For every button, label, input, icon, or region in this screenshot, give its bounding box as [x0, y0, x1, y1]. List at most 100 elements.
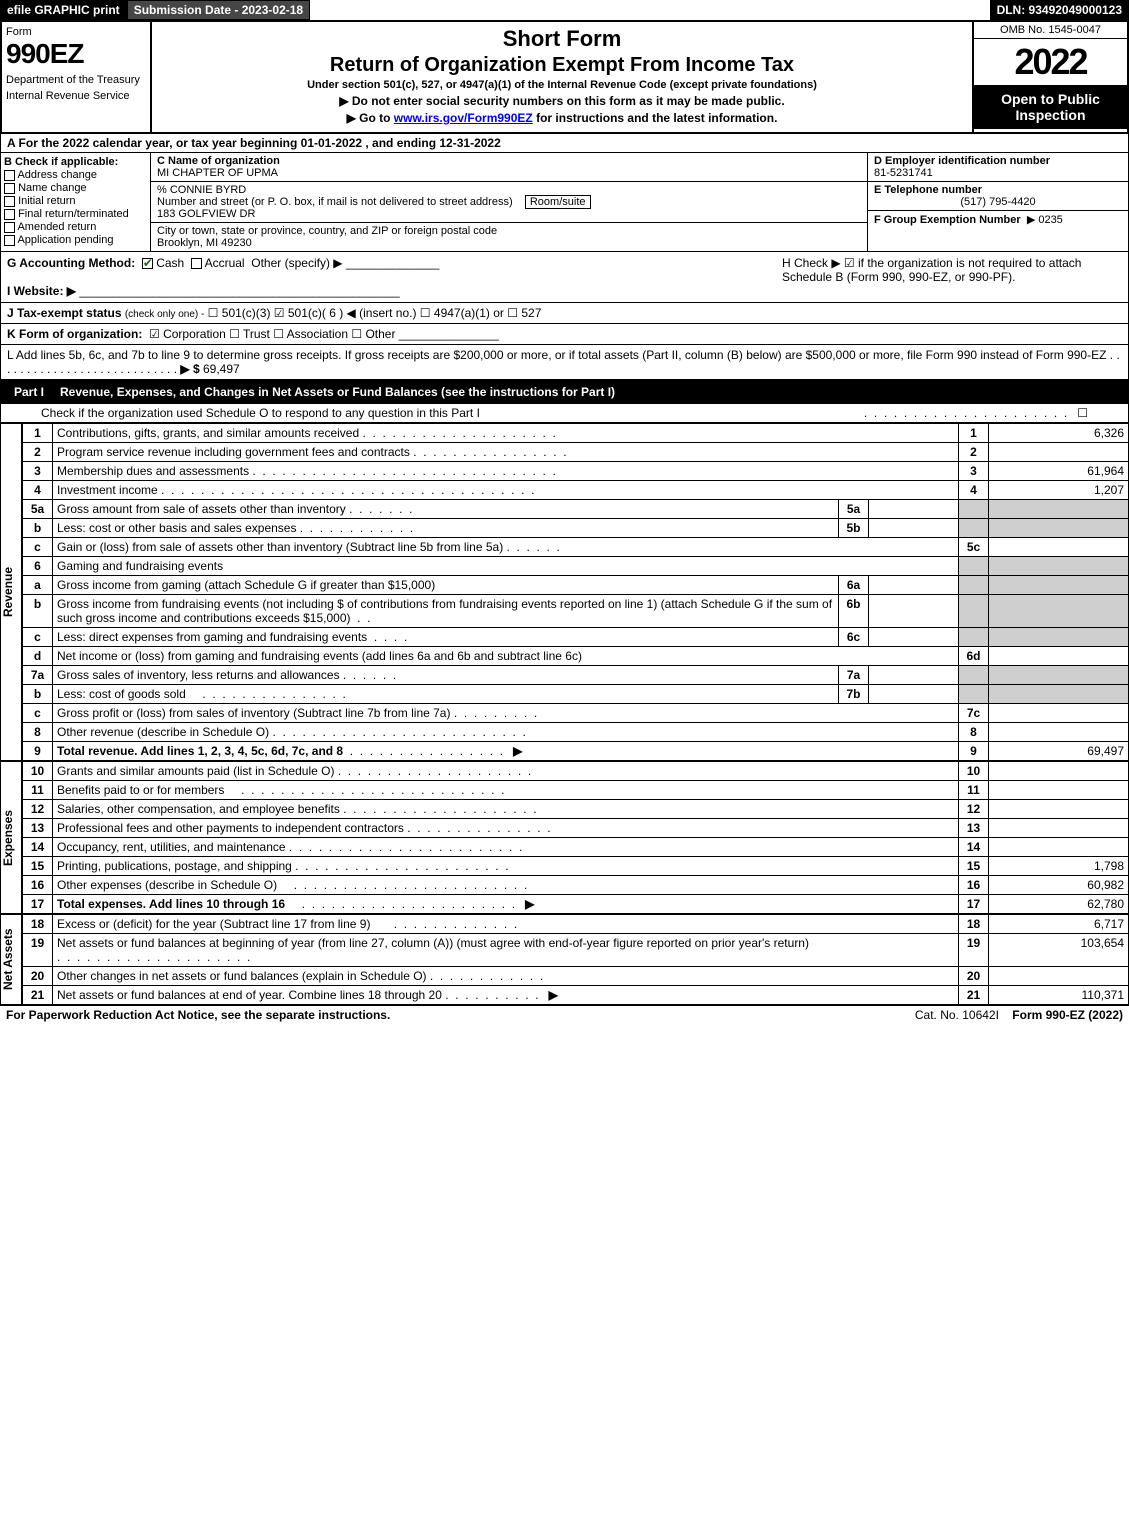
- instr-ssn: ▶ Do not enter social security numbers o…: [160, 94, 964, 108]
- header-left: Form 990EZ Department of the Treasury In…: [2, 22, 152, 132]
- part1-check-dots: . . . . . . . . . . . . . . . . . . . . …: [864, 406, 1077, 420]
- row-k: K Form of organization: ☑ Corporation ☐ …: [0, 324, 1129, 345]
- j-opts: ☐ 501(c)(3) ☑ 501(c)( 6 ) ◀ (insert no.)…: [208, 306, 542, 320]
- netassets-section: Net Assets 18Excess or (deficit) for the…: [0, 914, 1129, 1005]
- k-label: K Form of organization:: [7, 327, 142, 341]
- subtitle: Under section 501(c), 527, or 4947(a)(1)…: [160, 79, 964, 91]
- tax-year: 2022: [974, 39, 1127, 85]
- dept-irs: Internal Revenue Service: [6, 90, 146, 102]
- line-19: 19Net assets or fund balances at beginni…: [23, 934, 1129, 967]
- revenue-side-label: Revenue: [0, 423, 22, 761]
- revenue-table: 1Contributions, gifts, grants, and simil…: [22, 423, 1129, 761]
- form-number: 990EZ: [6, 38, 146, 70]
- street-label: Number and street (or P. O. box, if mail…: [157, 196, 513, 208]
- chk-amended-return[interactable]: Amended return: [4, 221, 147, 233]
- g-label: G Accounting Method:: [7, 256, 135, 270]
- line-13: 13Professional fees and other payments t…: [23, 819, 1129, 838]
- instr-post: for instructions and the latest informat…: [533, 111, 778, 125]
- irs-link[interactable]: www.irs.gov/Form990EZ: [394, 111, 533, 125]
- group-exempt-value: ▶ 0235: [1027, 214, 1063, 226]
- line-12: 12Salaries, other compensation, and empl…: [23, 800, 1129, 819]
- dln: DLN: 93492049000123: [990, 0, 1129, 20]
- line-20: 20Other changes in net assets or fund ba…: [23, 967, 1129, 986]
- phone-value: (517) 795-4420: [874, 196, 1122, 208]
- row-l: L Add lines 5b, 6c, and 7b to line 9 to …: [0, 345, 1129, 380]
- form-header: Form 990EZ Department of the Treasury In…: [0, 22, 1129, 134]
- l-text: L Add lines 5b, 6c, and 7b to line 9 to …: [7, 348, 1106, 362]
- org-name: MI CHAPTER OF UPMA: [157, 167, 278, 179]
- line-16: 16Other expenses (describe in Schedule O…: [23, 876, 1129, 895]
- line-17: 17Total expenses. Add lines 10 through 1…: [23, 895, 1129, 914]
- dept-treasury: Department of the Treasury: [6, 74, 146, 86]
- line-7b: bLess: cost of goods sold . . . . . . . …: [23, 685, 1129, 704]
- submission-date: Submission Date - 2023-02-18: [127, 0, 310, 20]
- box-b: B Check if applicable: Address change Na…: [1, 153, 151, 251]
- return-title: Return of Organization Exempt From Incom…: [160, 54, 964, 77]
- header-mid: Short Form Return of Organization Exempt…: [152, 22, 972, 132]
- box-e: E Telephone number (517) 795-4420: [868, 182, 1128, 211]
- part1-title: Revenue, Expenses, and Changes in Net As…: [60, 385, 615, 399]
- line-4: 4Investment income . . . . . . . . . . .…: [23, 481, 1129, 500]
- care-of: % CONNIE BYRD: [157, 184, 246, 196]
- street: 183 GOLFVIEW DR: [157, 208, 255, 220]
- line-1: 1Contributions, gifts, grants, and simil…: [23, 424, 1129, 443]
- line-9: 9Total revenue. Add lines 1, 2, 3, 4, 5c…: [23, 742, 1129, 761]
- chk-name-change[interactable]: Name change: [4, 182, 147, 194]
- room-label: Room/suite: [525, 195, 591, 209]
- line-21: 21Net assets or fund balances at end of …: [23, 986, 1129, 1005]
- chk-final-return[interactable]: Final return/terminated: [4, 208, 147, 220]
- header-right: OMB No. 1545-0047 2022 Open to Public In…: [972, 22, 1127, 132]
- footer-right: Form 990-EZ (2022): [999, 1008, 1123, 1022]
- box-b-label: B Check if applicable:: [4, 156, 147, 168]
- line-14: 14Occupancy, rent, utilities, and mainte…: [23, 838, 1129, 857]
- line-6: 6Gaming and fundraising events: [23, 557, 1129, 576]
- l-arrow: ▶ $: [180, 362, 199, 376]
- line-6c: cLess: direct expenses from gaming and f…: [23, 628, 1129, 647]
- part1-check-box[interactable]: ☐: [1077, 406, 1088, 420]
- line-3: 3Membership dues and assessments . . . .…: [23, 462, 1129, 481]
- efile-print-button[interactable]: efile GRAPHIC print: [0, 0, 127, 20]
- netassets-table: 18Excess or (deficit) for the year (Subt…: [22, 914, 1129, 1005]
- line-7c: cGross profit or (loss) from sales of in…: [23, 704, 1129, 723]
- chk-address-change[interactable]: Address change: [4, 169, 147, 181]
- form-label: Form: [6, 26, 146, 38]
- row-a-tax-year: A For the 2022 calendar year, or tax yea…: [0, 134, 1129, 153]
- box-c: C Name of organization MI CHAPTER OF UPM…: [151, 153, 868, 251]
- footer-left: For Paperwork Reduction Act Notice, see …: [6, 1008, 915, 1022]
- org-name-row: C Name of organization MI CHAPTER OF UPM…: [151, 153, 867, 182]
- instr-pre: ▶ Go to: [347, 111, 394, 125]
- line-8: 8Other revenue (describe in Schedule O) …: [23, 723, 1129, 742]
- part1-label: Part I: [6, 383, 52, 401]
- row-g-h: G Accounting Method: Cash Accrual Other …: [0, 252, 1129, 303]
- line-10: 10Grants and similar amounts paid (list …: [23, 762, 1129, 781]
- k-opts: ☑ Corporation ☐ Trust ☐ Association ☐ Ot…: [149, 327, 395, 341]
- line-6a: aGross income from gaming (attach Schedu…: [23, 576, 1129, 595]
- line-5a: 5aGross amount from sale of assets other…: [23, 500, 1129, 519]
- short-form-title: Short Form: [160, 26, 964, 52]
- chk-initial-return[interactable]: Initial return: [4, 195, 147, 207]
- topbar: efile GRAPHIC print Submission Date - 20…: [0, 0, 1129, 22]
- phone-label: E Telephone number: [874, 184, 982, 196]
- instr-link-row: ▶ Go to www.irs.gov/Form990EZ for instru…: [160, 111, 964, 125]
- footer-mid: Cat. No. 10642I: [915, 1008, 999, 1022]
- page-footer: For Paperwork Reduction Act Notice, see …: [0, 1005, 1129, 1024]
- chk-cash[interactable]: [142, 258, 153, 269]
- chk-application-pending[interactable]: Application pending: [4, 234, 147, 246]
- part1-check-text: Check if the organization used Schedule …: [41, 406, 864, 420]
- revenue-section: Revenue 1Contributions, gifts, grants, a…: [0, 423, 1129, 761]
- line-6d: dNet income or (loss) from gaming and fu…: [23, 647, 1129, 666]
- chk-accrual[interactable]: [191, 258, 202, 269]
- line-15: 15Printing, publications, postage, and s…: [23, 857, 1129, 876]
- line-2: 2Program service revenue including gover…: [23, 443, 1129, 462]
- city-row: City or town, state or province, country…: [151, 223, 867, 251]
- section-bcdef: B Check if applicable: Address change Na…: [0, 153, 1129, 252]
- open-public: Open to Public Inspection: [974, 85, 1127, 129]
- row-g: G Accounting Method: Cash Accrual Other …: [7, 256, 782, 298]
- expenses-section: Expenses 10Grants and similar amounts pa…: [0, 761, 1129, 914]
- netassets-side-label: Net Assets: [0, 914, 22, 1005]
- expenses-side-label: Expenses: [0, 761, 22, 914]
- i-label: I Website: ▶: [7, 284, 76, 298]
- line-11: 11Benefits paid to or for members . . . …: [23, 781, 1129, 800]
- j-sub: (check only one) -: [125, 309, 204, 320]
- g-other: Other (specify) ▶: [251, 256, 342, 270]
